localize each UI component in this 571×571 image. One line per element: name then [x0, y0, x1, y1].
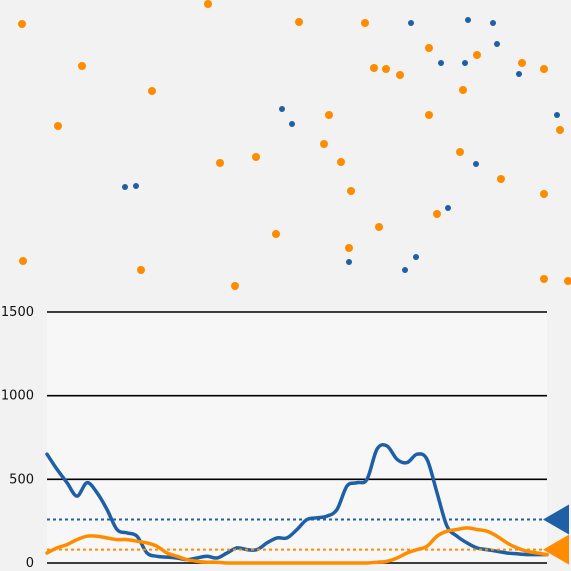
scatter-point-1-30: [19, 257, 27, 265]
scatter-point-1-5: [473, 51, 481, 59]
scatter-background: [0, 0, 571, 290]
scatter-point-1-16: [54, 122, 62, 130]
scatter-point-1-27: [375, 223, 383, 231]
y-tick-label-1000: 1000: [1, 389, 34, 404]
scatter-point-1-26: [433, 210, 441, 218]
scatter-point-1-2: [295, 18, 303, 26]
scatter-point-0-6: [516, 71, 522, 77]
scatter-point-1-18: [320, 140, 328, 148]
scatter-point-1-23: [497, 175, 505, 183]
scatter-point-1-17: [556, 126, 564, 134]
scatter-point-1-0: [204, 0, 212, 8]
scatter-point-1-1: [18, 20, 26, 28]
scatter-point-1-6: [518, 59, 526, 67]
scatter-point-0-16: [346, 259, 352, 265]
series-line-1: [45, 526, 549, 565]
line-chart: 0 500 1000 1500: [0, 290, 571, 571]
scatter-point-0-9: [554, 112, 560, 118]
scatter-point-0-14: [413, 254, 419, 260]
scatter-point-0-3: [494, 41, 500, 47]
scatter-point-1-34: [564, 277, 571, 285]
scatter-point-1-15: [425, 111, 433, 119]
scatter-point-1-3: [361, 19, 369, 27]
scatter-point-0-11: [133, 183, 139, 189]
scatter-point-0-12: [473, 161, 479, 167]
y-tick-label-500: 500: [9, 472, 34, 487]
scatter-point-1-28: [272, 230, 280, 238]
scatter-point-1-33: [540, 275, 548, 283]
scatter-point-0-15: [402, 267, 408, 273]
plot-area: [47, 312, 547, 563]
scatter-point-1-21: [216, 159, 224, 167]
reference-marker-0: [543, 504, 569, 535]
scatter-point-1-8: [370, 64, 378, 72]
scatter-point-0-0: [408, 20, 414, 26]
scatter-point-1-12: [148, 87, 156, 95]
scatter-point-0-2: [490, 20, 496, 26]
scatter-point-1-11: [540, 65, 548, 73]
y-tick-label-0: 0: [26, 556, 34, 571]
scatter-point-0-8: [289, 121, 295, 127]
scatter-plot: [0, 0, 571, 290]
reference-marker-1: [543, 534, 569, 565]
scatter-point-1-4: [425, 44, 433, 52]
scatter-point-1-22: [337, 158, 345, 166]
scatter-point-0-10: [122, 184, 128, 190]
scatter-point-0-7: [279, 106, 285, 112]
scatter-point-1-13: [459, 86, 467, 94]
scatter-point-1-24: [347, 187, 355, 195]
scatter-point-0-1: [465, 17, 471, 23]
scatter-point-1-31: [137, 266, 145, 274]
scatter-point-1-29: [345, 244, 353, 252]
scatter-point-1-20: [252, 153, 260, 161]
scatter-point-0-4: [438, 60, 444, 66]
y-tick-label-1500: 1500: [1, 305, 34, 320]
scatter-point-1-9: [382, 65, 390, 73]
scatter-point-1-7: [78, 62, 86, 70]
scatter-point-1-19: [456, 148, 464, 156]
series-line-0: [45, 442, 549, 562]
scatter-point-1-10: [396, 71, 404, 79]
scatter-point-1-32: [231, 282, 239, 290]
scatter-point-1-14: [325, 111, 333, 119]
scatter-point-0-5: [462, 60, 468, 66]
scatter-point-0-13: [445, 205, 451, 211]
scatter-point-1-25: [540, 190, 548, 198]
